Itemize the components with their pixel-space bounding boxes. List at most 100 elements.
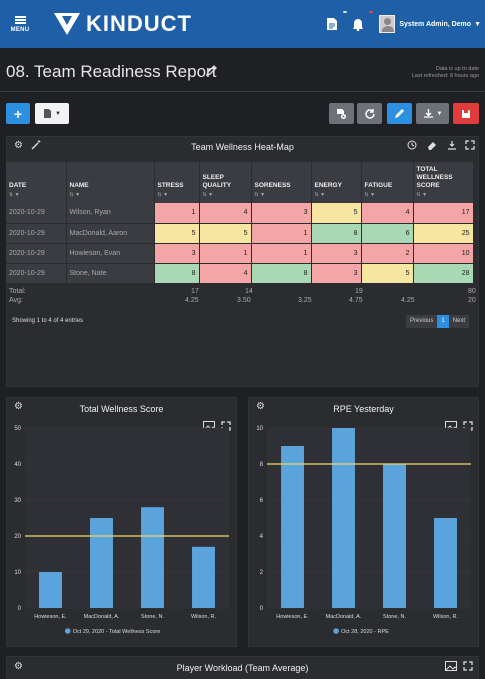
- cell-date: 2020-10-29: [6, 263, 67, 284]
- document-icon: [327, 18, 338, 30]
- caret-down-icon[interactable]: ▼: [474, 20, 481, 28]
- legend-marker: [64, 628, 71, 634]
- next-page-button[interactable]: Next: [448, 315, 470, 328]
- gear-icon[interactable]: ⚙: [14, 140, 23, 151]
- sort-filter-icon[interactable]: ⇅ ▼: [9, 192, 20, 198]
- averages-label: Avg:: [9, 297, 23, 304]
- x-tick-label: Howieson, E.: [276, 614, 309, 620]
- sort-filter-icon[interactable]: ⇅ ▼: [314, 192, 326, 198]
- save-button[interactable]: [453, 103, 479, 124]
- column-header-energy[interactable]: ENERGY ⇅ ▼: [311, 162, 362, 203]
- total-wellness-bar-chart: 0 10 20 30 40 50 Howieson, E. MacDonald, A. Ston…: [14, 426, 229, 635]
- cell-energy: 3: [311, 243, 362, 264]
- y-tick-label: 8: [260, 462, 264, 468]
- refresh-button[interactable]: [357, 103, 382, 124]
- cell-name: Stone, Nate: [66, 263, 155, 284]
- column-header-soreness[interactable]: SORENESS ⇅ ▼: [251, 162, 312, 203]
- pencil-icon: [395, 109, 404, 118]
- column-header-fatigue[interactable]: FATIGUE ⇅ ▼: [361, 162, 414, 203]
- rpe-bar-chart: 0 2 4 6 8 10 Howieson, E. MacDonald, A. Stone, N…: [256, 426, 471, 635]
- table-row: 2020-10-29 Wilson, Ryan 1 4 3 5 4 17: [6, 203, 474, 224]
- eraser-icon[interactable]: [427, 140, 437, 153]
- totals-row: Total: 17 14 19 80: [9, 288, 476, 297]
- bar: [281, 446, 304, 608]
- gear-icon[interactable]: ⚙: [256, 401, 265, 412]
- document-notification-button[interactable]: [323, 11, 348, 33]
- magic-wand-icon[interactable]: [31, 140, 41, 153]
- sort-filter-icon[interactable]: ⇅ ▼: [157, 192, 169, 198]
- cell-energy: 8: [311, 223, 362, 244]
- chart-title: Total Wellness Score: [79, 404, 164, 414]
- document-badge: [343, 11, 348, 13]
- rpe-chart-panel: ⚙ RPE Yesterday 0 2 4 6 8 10 Howieson, E. MacDo…: [248, 397, 479, 647]
- heatmap-footer: Total: 17 14 19 80 Avg: 4.25 3.50 3.25 4…: [9, 288, 476, 306]
- column-header-total-wellness-score[interactable]: TOTAL WELLNESS SCORE ⇅ ▼: [413, 162, 474, 203]
- avg-soreness: 3.25: [298, 297, 312, 304]
- sort-filter-icon[interactable]: ⇅ ▼: [416, 192, 428, 198]
- heatmap-header: ⚙ Team Wellness Heat-Map: [7, 137, 478, 157]
- cell-stress: 1: [154, 203, 200, 224]
- bell-icon: [353, 18, 364, 31]
- avatar[interactable]: [379, 15, 396, 33]
- download-dropdown-button[interactable]: ▼: [416, 103, 449, 124]
- download-icon[interactable]: [447, 140, 457, 153]
- column-header-sleep-quality[interactable]: SLEEP QUALITY ⇅ ▼: [199, 162, 252, 203]
- y-tick-label: 0: [260, 606, 264, 612]
- notifications-button[interactable]: [349, 11, 374, 33]
- edit-title-icon[interactable]: [205, 64, 217, 79]
- expand-icon[interactable]: [463, 661, 473, 674]
- table-row: 2020-10-29 MacDonald, Aaron 5 5 1 8 6 25: [6, 223, 474, 244]
- pagination: Previous 1 Next: [406, 315, 470, 328]
- gear-icon[interactable]: ⚙: [14, 661, 23, 672]
- x-tick-label: Wilson, R.: [433, 614, 459, 620]
- total-energy: 19: [355, 288, 363, 295]
- avg-sleep: 3.50: [237, 297, 251, 304]
- edit-mode-button[interactable]: [387, 103, 412, 124]
- cell-soreness: 8: [251, 263, 312, 284]
- history-icon[interactable]: [407, 140, 417, 153]
- document-dropdown-button[interactable]: ▼: [35, 103, 69, 124]
- image-icon[interactable]: [445, 661, 458, 674]
- gear-icon[interactable]: ⚙: [14, 401, 23, 412]
- cell-name: MacDonald, Aaron: [66, 223, 155, 244]
- cell-sleep: 5: [199, 223, 252, 244]
- bar: [332, 428, 355, 608]
- column-header-stress[interactable]: STRESS ⇅ ▼: [154, 162, 200, 203]
- column-header-date[interactable]: DATE ⇅ ▼: [6, 162, 67, 203]
- workload-title: Player Workload (Team Average): [176, 663, 309, 673]
- total-stress: 17: [191, 288, 199, 295]
- total-wellness-chart-panel: ⚙ Total Wellness Score 0 10 20 30 40 50 Howies…: [6, 397, 237, 647]
- menu-button[interactable]: MENU: [0, 0, 40, 48]
- cell-name: Howieson, Evan: [66, 243, 155, 264]
- y-tick-label: 20: [14, 534, 21, 540]
- cell-fatigue: 6: [361, 223, 414, 244]
- sort-filter-icon[interactable]: ⇅ ▼: [254, 192, 266, 198]
- status-up-to-date: Data is up to date: [435, 66, 479, 72]
- download-icon: [423, 109, 433, 118]
- report-settings-button[interactable]: [329, 103, 354, 124]
- averages-row: Avg: 4.25 3.50 3.25 4.75 4.25 20: [9, 297, 476, 306]
- sort-filter-icon[interactable]: ⇅ ▼: [202, 192, 214, 198]
- x-tick-label: MacDonald, A.: [84, 614, 120, 620]
- save-icon: [462, 109, 470, 118]
- cell-date: 2020-10-29: [6, 243, 67, 264]
- cell-sleep: 1: [199, 243, 252, 264]
- previous-page-button[interactable]: Previous: [406, 315, 438, 328]
- sort-filter-icon[interactable]: ⇅ ▼: [364, 192, 376, 198]
- cell-fatigue: 4: [361, 203, 414, 224]
- page-1-button[interactable]: 1: [437, 315, 449, 328]
- heatmap-title: Team Wellness Heat-Map: [191, 142, 294, 152]
- cell-date: 2020-10-29: [6, 203, 67, 224]
- kinduct-logo-icon: [54, 13, 80, 35]
- table-row: 2020-10-29 Stone, Nate 8 4 8 3 5 28: [6, 263, 474, 284]
- user-menu[interactable]: System Admin, Demo: [399, 20, 472, 28]
- x-tick-label: Stone, N.: [141, 614, 164, 620]
- plus-icon: +: [13, 105, 23, 122]
- add-widget-button[interactable]: +: [6, 103, 30, 124]
- brand-logo[interactable]: KINDUCT: [54, 11, 192, 37]
- expand-icon[interactable]: [465, 140, 475, 153]
- caret-down-icon: ▼: [55, 110, 61, 117]
- sort-filter-icon[interactable]: ⇅ ▼: [69, 192, 81, 198]
- column-header-name[interactable]: NAME ⇅ ▼: [66, 162, 155, 203]
- bar: [383, 464, 406, 608]
